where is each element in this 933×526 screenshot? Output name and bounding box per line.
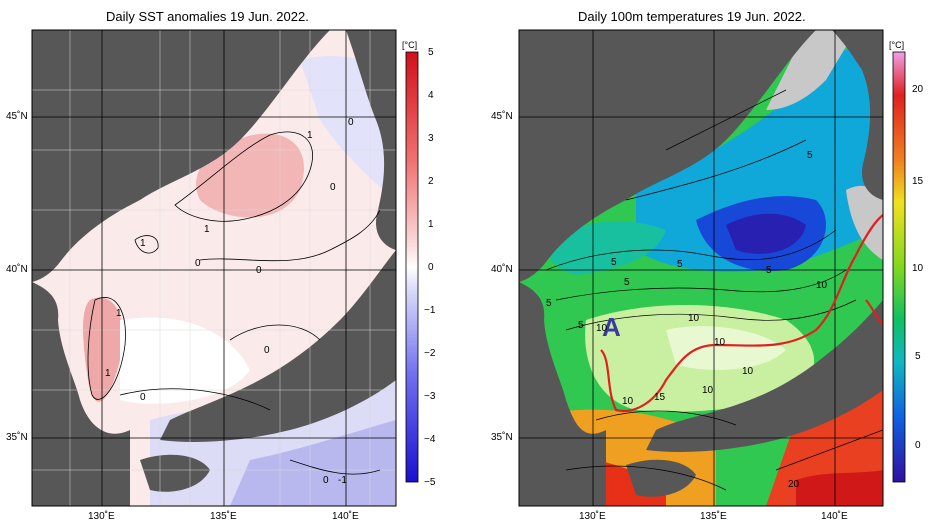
colorbar-tick: −5 <box>424 477 436 488</box>
contour-label: 10 <box>816 280 828 291</box>
graticule <box>519 30 883 506</box>
sst-anomaly-title: Daily SST anomalies 19 Jun. 2022. <box>106 9 309 24</box>
colorbar-tick: 20 <box>912 84 924 95</box>
land-island <box>150 108 166 125</box>
location-marker-a: A <box>602 312 621 342</box>
temp-100m-title: Daily 100m temperatures 19 Jun. 2022. <box>578 9 806 24</box>
colorbar-unit: [°C] <box>889 40 905 50</box>
colorbar-tick: 3 <box>428 133 434 144</box>
temperature-colorbar <box>892 51 906 483</box>
contour-label: 5 <box>807 150 813 161</box>
land-hokkaido <box>832 30 883 200</box>
contour-label: 0 <box>323 475 329 486</box>
colorbar-tick: 5 <box>428 47 434 58</box>
shelf-area <box>846 185 883 260</box>
contour-label: 10 <box>622 396 634 407</box>
colorbar-tick: 5 <box>915 351 921 362</box>
contour-label: 0 <box>330 182 336 193</box>
contour-label: 10 <box>714 337 726 348</box>
lat-label: 35˚N <box>491 432 513 443</box>
warm-anomaly-area <box>196 133 304 218</box>
grid <box>32 30 396 506</box>
land-honshu <box>646 300 883 452</box>
contour-label: 0 <box>256 265 262 276</box>
contour-label: 15 <box>654 392 666 403</box>
anomaly-colorbar <box>405 51 419 483</box>
lon-label: 140˚E <box>332 511 359 522</box>
contour-label: 0 <box>195 258 201 269</box>
lat-label: 45˚N <box>491 111 513 122</box>
contour-label: 1 <box>307 130 313 141</box>
contour-label: 0 <box>264 345 270 356</box>
colorbar-tick: 4 <box>428 90 434 101</box>
contour-label: 5 <box>578 320 584 331</box>
land-korea <box>32 282 130 506</box>
land-continent <box>32 30 330 282</box>
warm-water-core <box>666 326 786 370</box>
lat-label: 35˚N <box>6 432 28 443</box>
lat-label: 40˚N <box>6 264 28 275</box>
colorbar-tick: −3 <box>424 391 436 402</box>
sst-anomaly-map <box>31 29 419 507</box>
colorbar-tick: −2 <box>424 348 436 359</box>
lat-label: 40˚N <box>491 264 513 275</box>
colorbar-tick: −4 <box>424 434 436 445</box>
colorbar-tick: 2 <box>428 176 434 187</box>
land-kyushu <box>626 459 696 497</box>
coldest-water-core <box>726 213 806 254</box>
lon-label: 130˚E <box>579 511 606 522</box>
cool-water-area <box>546 221 666 275</box>
kuroshio-core <box>796 470 883 506</box>
colorbar-tick: 15 <box>912 176 924 187</box>
lat-label: 45˚N <box>6 111 28 122</box>
thermal-front-line <box>865 299 883 326</box>
neutral-area <box>120 317 250 404</box>
lon-label: 140˚E <box>821 511 848 522</box>
lon-label: 130˚E <box>88 511 115 522</box>
colorbar-tick: 1 <box>428 219 434 230</box>
contour-label: 0 <box>140 392 146 403</box>
contour-label: 10 <box>688 313 700 324</box>
warm-anomaly-area <box>83 297 123 402</box>
land-honshu <box>160 250 396 442</box>
contour-label: 1 <box>116 308 122 319</box>
thermal-front-line <box>600 214 883 413</box>
graticule <box>32 30 396 506</box>
contour-label: 5 <box>766 265 772 276</box>
land-korea <box>519 282 606 506</box>
colorbar-tick: 10 <box>912 263 924 274</box>
contour-label: 10 <box>702 385 714 396</box>
contour-label: 1 <box>204 224 210 235</box>
temp-100m-panel: Daily 100m temperatures 19 Jun. 2022. <box>466 0 933 526</box>
contour-label: 1 <box>140 238 146 249</box>
land-island <box>636 108 652 125</box>
contour-label: 5 <box>677 259 683 270</box>
colorbar-unit: [°C] <box>402 40 418 50</box>
land-hokkaido <box>346 30 396 250</box>
contour-label: 5 <box>624 277 630 288</box>
contour-label: 20 <box>788 479 800 490</box>
lon-label: 135˚E <box>700 511 727 522</box>
temp-100m-map <box>518 29 906 507</box>
colorbar-tick: 0 <box>428 262 434 273</box>
contour-label: 5 <box>546 298 552 309</box>
colorbar-tick: 0 <box>915 440 921 451</box>
contour-label: 1 <box>105 368 111 379</box>
shelf-area <box>766 30 856 110</box>
contour-label: -1 <box>338 475 347 486</box>
contour-label: 10 <box>742 366 754 377</box>
cool-anomaly-area <box>230 420 396 506</box>
contour-label: 10 <box>596 323 608 334</box>
contour-label: 0 <box>348 117 354 128</box>
anomaly-contours <box>87 131 381 475</box>
land-kyushu <box>140 454 210 492</box>
contour-label: 5 <box>611 257 617 268</box>
colorbar-tick: −1 <box>424 305 436 316</box>
lon-label: 135˚E <box>210 511 237 522</box>
isotherm-contours <box>545 89 883 491</box>
sst-anomaly-panel: Daily SST anomalies 19 Jun. 2022. <box>0 0 466 526</box>
